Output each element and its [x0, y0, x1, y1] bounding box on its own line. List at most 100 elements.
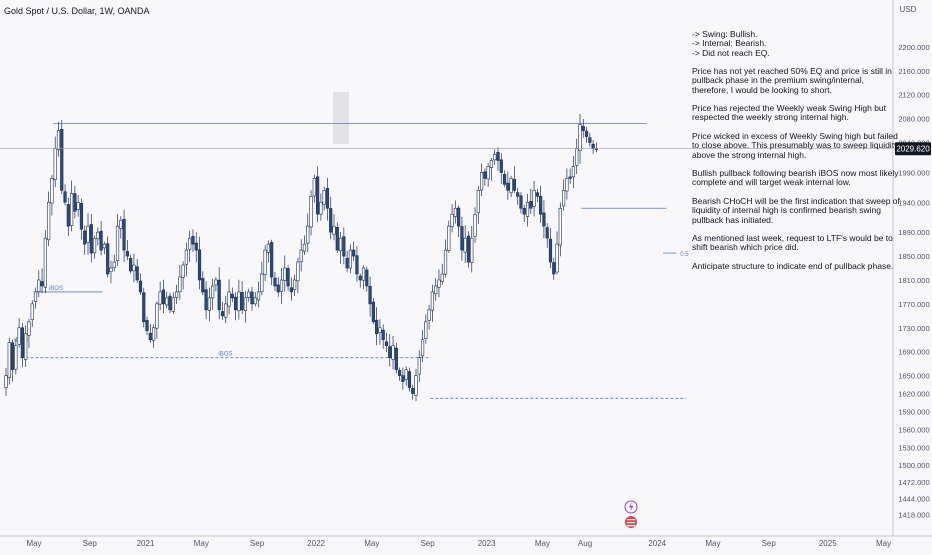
candle-body — [273, 277, 277, 287]
x-tick-label: Sep — [420, 539, 435, 548]
price-badge: 2029.620 — [895, 142, 931, 156]
analysis-note: Price wicked in excess of Weekly Swing h… — [692, 131, 901, 160]
y-tick-label: 1770.000 — [898, 300, 929, 309]
y-tick-label: 1620.000 — [898, 390, 929, 399]
candle-body — [342, 236, 346, 257]
candle-body — [83, 230, 87, 245]
candle-body — [309, 196, 313, 228]
candle-body — [92, 237, 97, 254]
candle-body — [420, 339, 425, 357]
candle-body — [194, 242, 198, 251]
candle-body — [204, 289, 208, 311]
chart-title: Gold Spot / U.S. Dollar, 1W, OANDA — [4, 6, 150, 16]
candle-body — [325, 188, 330, 209]
candle-body — [397, 370, 402, 376]
candle-body — [355, 255, 359, 275]
candle-body — [66, 204, 70, 227]
candle-body — [230, 293, 234, 299]
candle-body — [571, 166, 576, 178]
candle-body — [115, 225, 120, 261]
candle-body — [401, 375, 405, 382]
candle-body — [329, 208, 333, 233]
candle-body — [493, 154, 497, 161]
candle-body — [171, 297, 175, 312]
candle-body — [178, 276, 182, 293]
candle-body — [73, 193, 77, 212]
highlight-zone — [333, 92, 349, 144]
candle-body — [109, 267, 113, 272]
candle-body — [516, 192, 520, 197]
candle-body — [145, 320, 149, 332]
candle-body — [10, 342, 15, 370]
candle-body — [555, 243, 559, 273]
candle-body — [142, 292, 146, 323]
x-tick-label: 2025 — [819, 539, 837, 548]
candle-body — [411, 388, 415, 394]
candle-body — [565, 178, 569, 192]
candle-body — [542, 212, 546, 227]
candle-body — [214, 279, 218, 286]
price-axis[interactable]: 2200.0002160.0002120.0002080.0002040.000… — [898, 43, 929, 519]
y-tick-label: 1500.000 — [898, 461, 929, 470]
candle-body — [217, 279, 221, 311]
candle-body — [561, 190, 566, 207]
candle-body — [122, 218, 126, 251]
analysis-note: -> Swing: Bullish. -> Internal: Bearish.… — [692, 29, 770, 58]
candle-body — [365, 269, 369, 287]
candle-body — [358, 275, 362, 281]
candle-body — [256, 291, 261, 301]
candle-body — [138, 280, 143, 293]
candle-body — [155, 303, 159, 329]
candle-body — [296, 261, 300, 282]
candle-body — [161, 289, 166, 305]
y-tick-label: 1530.000 — [898, 443, 929, 452]
candle-body — [201, 278, 205, 293]
candle-body — [220, 311, 225, 317]
candle-body — [388, 346, 392, 358]
candle-body — [14, 345, 18, 370]
candle-body — [414, 375, 418, 396]
candle-body — [335, 227, 339, 251]
candle-body — [86, 225, 90, 243]
y-tick-label: 1940.000 — [898, 198, 929, 207]
candle-body — [53, 148, 57, 180]
candle-body — [76, 201, 80, 210]
candle-body — [158, 291, 162, 305]
candle-body — [266, 243, 271, 253]
candle-body — [378, 327, 382, 333]
candle-body — [532, 190, 536, 207]
candle-body — [315, 176, 320, 215]
candle-body — [125, 251, 129, 257]
candle-body — [148, 332, 152, 341]
y-tick-label: 2160.000 — [898, 67, 929, 76]
candle-body — [529, 201, 533, 209]
candle-body — [506, 182, 510, 191]
candle-body — [96, 231, 100, 240]
candle-body — [535, 192, 539, 197]
candle-body — [43, 237, 47, 288]
x-tick-label: 2021 — [137, 539, 155, 548]
candle-body — [312, 178, 316, 197]
candle-body — [289, 287, 293, 293]
candle-body — [181, 264, 185, 278]
candle-body — [502, 174, 507, 185]
time-axis[interactable]: May Sep 2021 May Sep 2022 May Sep 2023 May Aug 2024… — [26, 539, 932, 548]
candle-body — [476, 190, 480, 214]
candle-body — [237, 291, 241, 312]
y-tick-label: 2080.000 — [898, 115, 929, 124]
x-tick-label: Aug — [578, 539, 592, 548]
candle-body — [293, 279, 297, 291]
candle-body — [371, 301, 375, 323]
candle-body — [17, 327, 21, 345]
candle-body — [33, 291, 38, 303]
candle-body — [578, 124, 582, 151]
candle-body — [283, 267, 287, 281]
candle-body — [486, 166, 490, 180]
candle-body — [443, 249, 448, 275]
candle-body — [70, 193, 74, 226]
candle-body — [207, 297, 211, 311]
candle-body — [457, 207, 461, 227]
y-tick-label: 1810.000 — [898, 276, 929, 285]
